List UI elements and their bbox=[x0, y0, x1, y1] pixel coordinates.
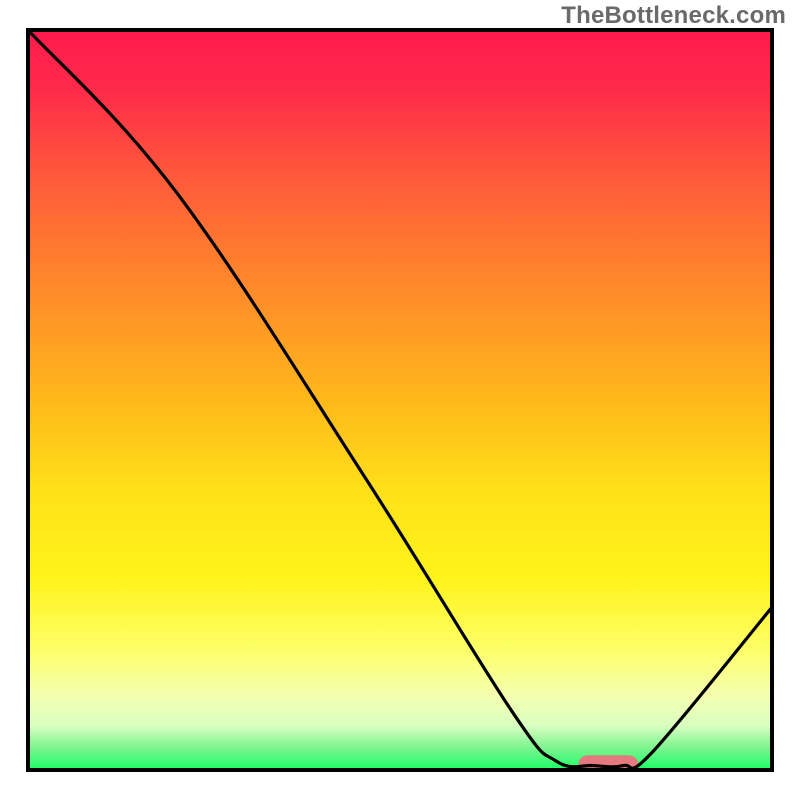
watermark-text: TheBottleneck.com bbox=[561, 2, 786, 30]
bottleneck-chart bbox=[0, 0, 800, 800]
chart-canvas: TheBottleneck.com bbox=[0, 0, 800, 800]
gradient-background bbox=[28, 30, 772, 770]
